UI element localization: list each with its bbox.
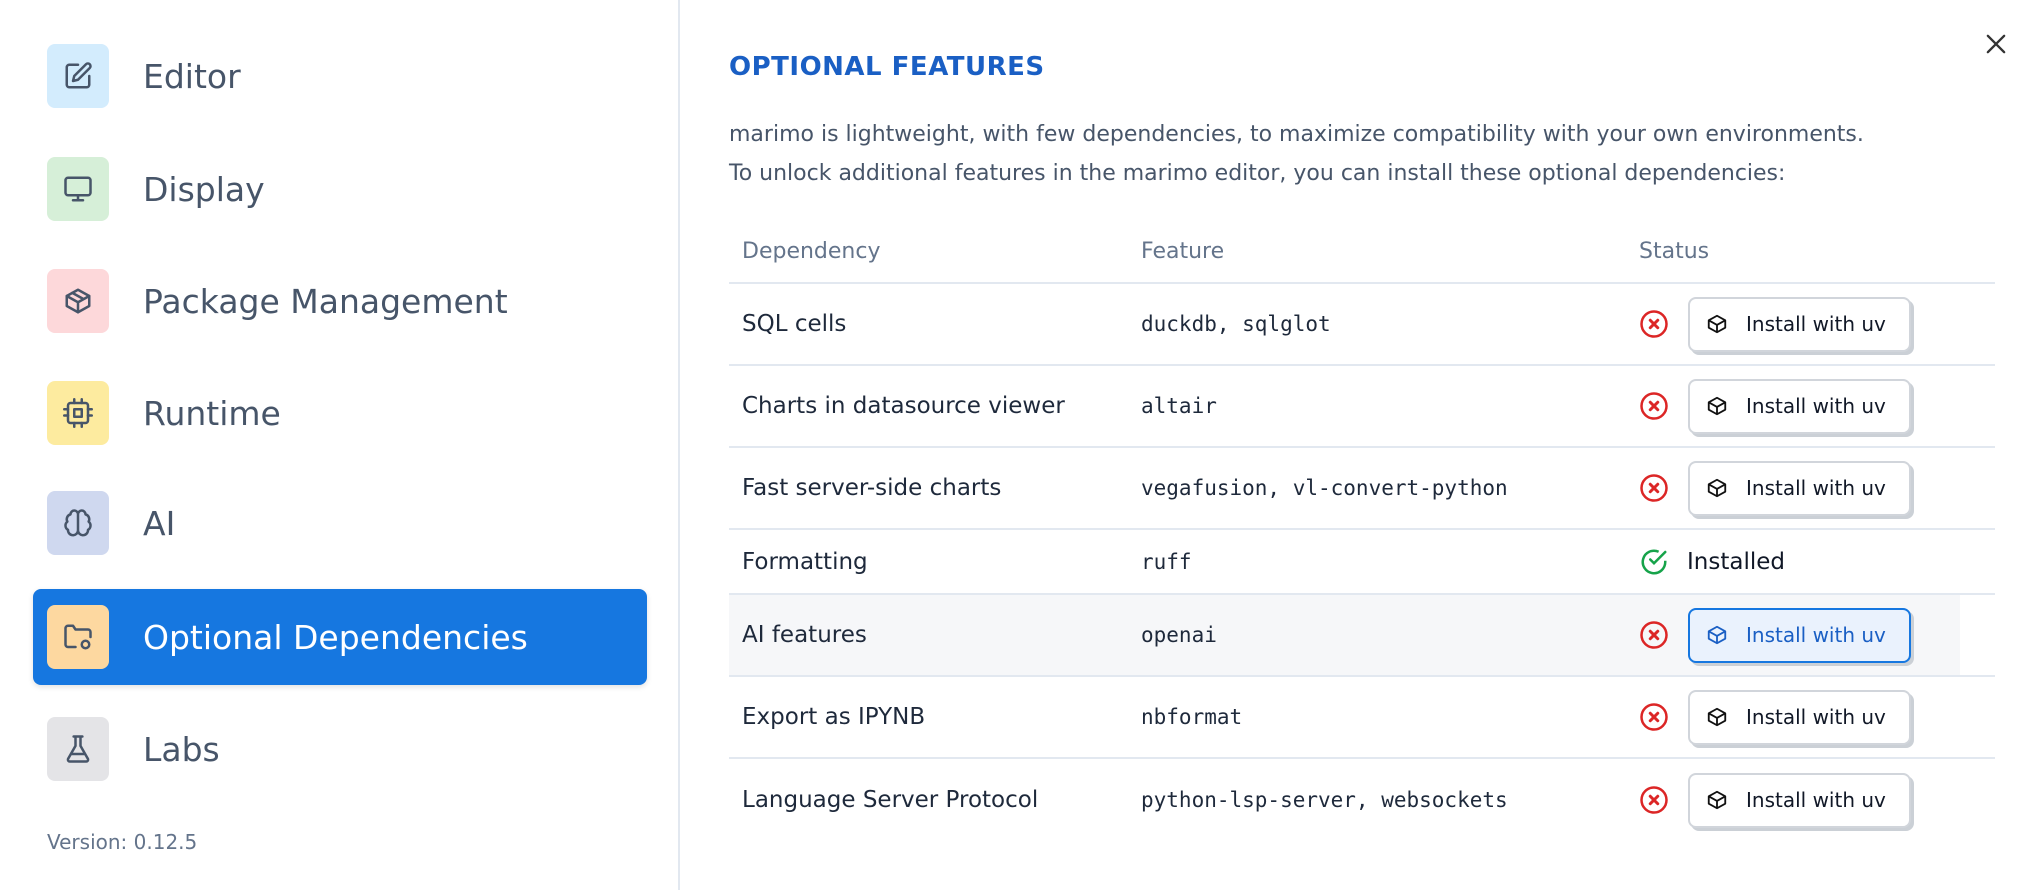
dependency-name: Language Server Protocol <box>742 787 1039 813</box>
feature-packages: duckdb, sqlglot <box>1141 312 1331 336</box>
feature-packages: nbformat <box>1141 705 1243 729</box>
x-circle-icon <box>1640 310 1668 338</box>
package-icon <box>47 269 109 333</box>
x-circle-icon <box>1640 621 1668 649</box>
dependencies-table: Dependency Feature Status SQL cells duck… <box>729 220 1995 841</box>
sidebar-item-label: Display <box>143 169 265 209</box>
install-with-uv-button[interactable]: Install with uv <box>1688 296 1911 352</box>
sidebar-item-label: Optional Dependencies <box>143 617 528 657</box>
status-cell: Install with uv <box>1639 772 1911 828</box>
description: marimo is lightweight, with few dependen… <box>729 115 1864 193</box>
dependency-name: Fast server-side charts <box>742 475 1002 501</box>
package-icon <box>1707 396 1727 416</box>
column-header-dependency: Dependency <box>742 238 881 264</box>
status-cell: Install with uv <box>1639 378 1911 434</box>
install-with-uv-button[interactable]: Install with uv <box>1688 460 1911 516</box>
description-line: marimo is lightweight, with few dependen… <box>729 122 1864 147</box>
table-header: Dependency Feature Status <box>729 220 1995 284</box>
close-icon[interactable] <box>1982 30 2010 58</box>
dependency-name: Formatting <box>742 548 868 575</box>
table-row: Charts in datasource viewer altair Insta… <box>729 366 1995 448</box>
sidebar-item-label: Editor <box>143 56 241 96</box>
sidebar-item-ai[interactable]: AI <box>33 475 647 571</box>
brain-icon <box>47 491 109 555</box>
folder-cog-icon <box>47 605 109 669</box>
feature-packages: altair <box>1141 394 1217 418</box>
version-label: Version: 0.12.5 <box>47 830 198 854</box>
column-header-status: Status <box>1639 238 1710 264</box>
table-row: SQL cells duckdb, sqlglot Install with u… <box>729 284 1995 366</box>
package-icon <box>1707 790 1727 810</box>
dependency-name: Export as IPYNB <box>742 704 926 730</box>
column-header-feature: Feature <box>1141 238 1225 264</box>
install-with-uv-button[interactable]: Install with uv <box>1688 378 1911 434</box>
x-circle-icon <box>1640 392 1668 420</box>
install-button-label: Install with uv <box>1746 312 1886 336</box>
installed-label: Installed <box>1687 548 1785 575</box>
package-icon <box>1707 478 1727 498</box>
sidebar-item-labs[interactable]: Labs <box>33 701 647 797</box>
feature-packages: python-lsp-server, websockets <box>1141 788 1508 812</box>
description-line: To unlock additional features in the mar… <box>729 161 1786 186</box>
settings-sidebar: Editor Display Package Management Runtim… <box>0 0 680 890</box>
edit-icon <box>47 44 109 108</box>
table-row: Formatting ruff Installed <box>729 530 1995 595</box>
install-button-label: Install with uv <box>1746 394 1886 418</box>
sidebar-item-package-management[interactable]: Package Management <box>33 253 647 349</box>
dependency-name: AI features <box>742 622 867 648</box>
sidebar-item-label: Runtime <box>143 393 281 433</box>
table-row: Fast server-side charts vegafusion, vl-c… <box>729 448 1995 530</box>
sidebar-item-display[interactable]: Display <box>33 141 647 237</box>
install-with-uv-button[interactable]: Install with uv <box>1688 607 1911 663</box>
status-cell: Install with uv <box>1639 460 1911 516</box>
x-circle-icon <box>1640 786 1668 814</box>
package-icon <box>1707 707 1727 727</box>
x-circle-icon <box>1640 474 1668 502</box>
dependency-name: Charts in datasource viewer <box>742 393 1065 419</box>
feature-packages: vegafusion, vl-convert-python <box>1141 476 1508 500</box>
feature-packages: ruff <box>1141 549 1192 574</box>
check-circle-icon <box>1641 549 1667 574</box>
package-icon <box>1707 625 1727 645</box>
install-button-label: Install with uv <box>1746 705 1886 729</box>
cpu-icon <box>47 381 109 445</box>
status-cell: Installed <box>1639 547 1785 577</box>
sidebar-item-editor[interactable]: Editor <box>33 28 647 124</box>
sidebar-item-label: Package Management <box>143 281 508 321</box>
sidebar-item-runtime[interactable]: Runtime <box>33 365 647 461</box>
install-button-label: Install with uv <box>1746 623 1886 647</box>
flask-icon <box>47 717 109 781</box>
package-icon <box>1707 314 1727 334</box>
install-button-label: Install with uv <box>1746 476 1886 500</box>
table-row: AI features openai Install with uv <box>729 595 1995 677</box>
dependency-name: SQL cells <box>742 311 847 337</box>
install-with-uv-button[interactable]: Install with uv <box>1688 772 1911 828</box>
x-circle-icon <box>1640 703 1668 731</box>
sidebar-item-optional-dependencies[interactable]: Optional Dependencies <box>33 589 647 685</box>
feature-packages: openai <box>1141 623 1217 647</box>
sidebar-item-label: AI <box>143 503 176 543</box>
install-with-uv-button[interactable]: Install with uv <box>1688 689 1911 745</box>
page-title: OPTIONAL FEATURES <box>729 52 1045 82</box>
sidebar-item-label: Labs <box>143 729 220 769</box>
monitor-icon <box>47 157 109 221</box>
table-row: Language Server Protocol python-lsp-serv… <box>729 759 1995 841</box>
status-cell: Install with uv <box>1639 607 1911 663</box>
table-row: Export as IPYNB nbformat Install with uv <box>729 677 1995 759</box>
install-button-label: Install with uv <box>1746 788 1886 812</box>
status-cell: Install with uv <box>1639 296 1911 352</box>
status-cell: Install with uv <box>1639 689 1911 745</box>
